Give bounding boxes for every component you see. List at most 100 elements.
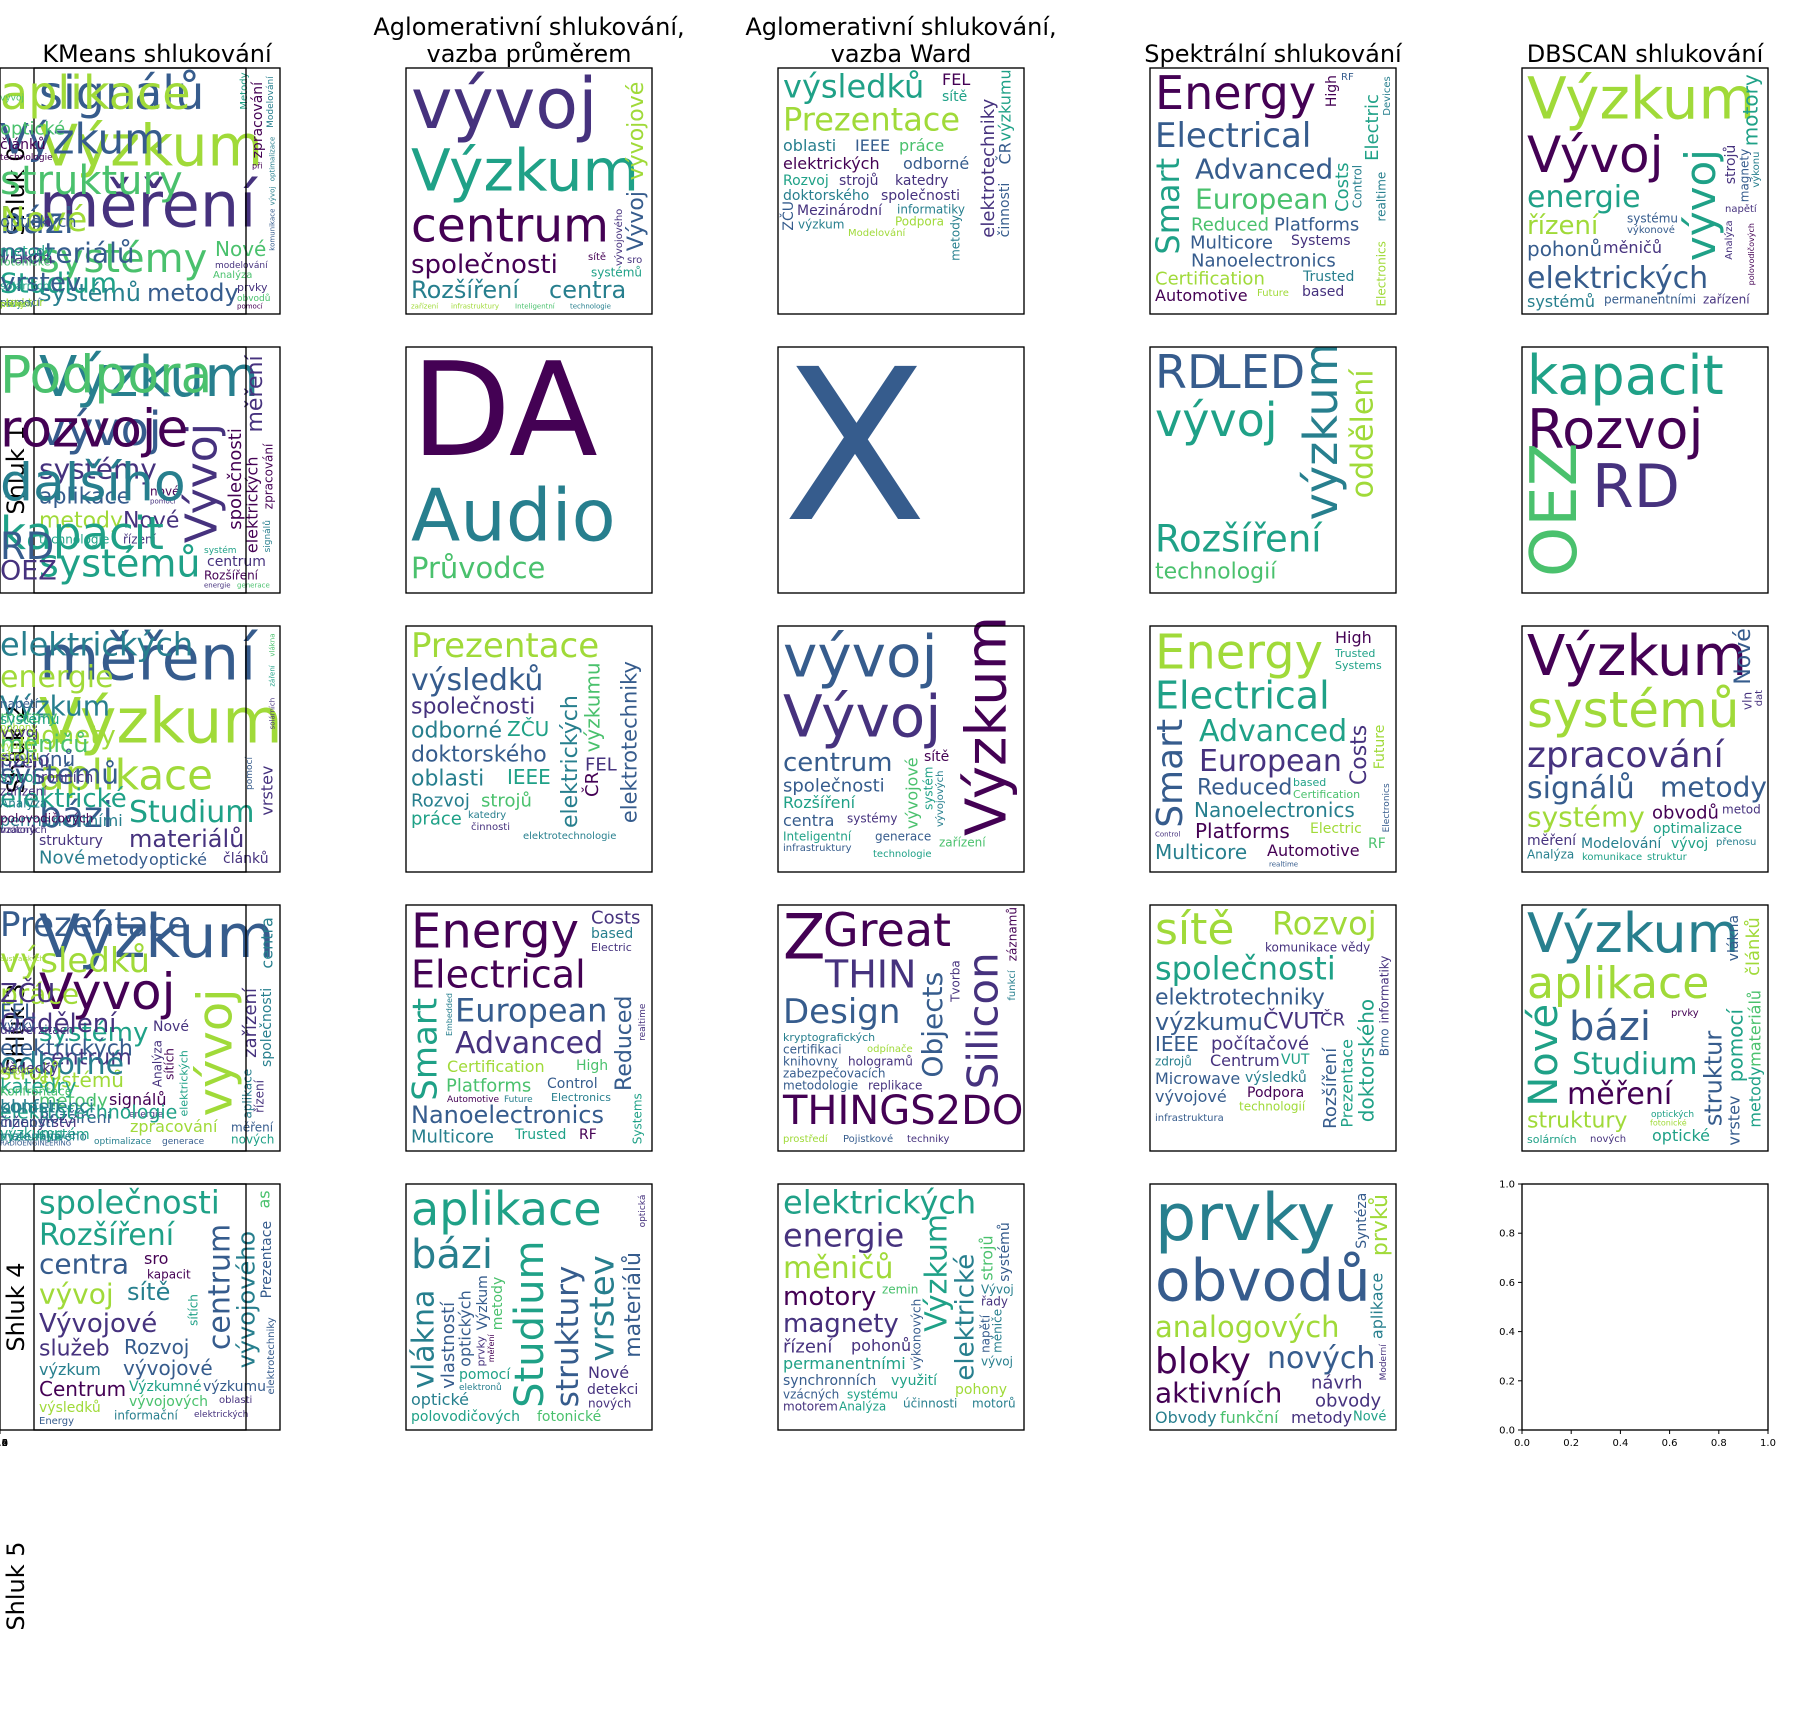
word: certifikaci [783,1043,842,1057]
word: Studium [0,266,117,299]
word: měničů [783,1251,894,1286]
word: odborné [903,154,969,173]
word: systém [204,545,237,556]
word: výzkumu [995,69,1014,141]
word: Microwave [1155,1069,1240,1088]
word: Modelování [1581,836,1662,852]
word: nových [588,1397,631,1411]
word: sítě [942,89,967,105]
word: Výzkum [1527,624,1747,689]
word: energie [204,582,231,590]
word: Analýza [213,269,252,281]
word: elektrotechniky [978,98,999,237]
word: elektrických [783,1184,976,1222]
word: Nové [1521,1004,1567,1107]
word: Inteligentní [783,830,852,844]
word: společnosti [881,188,960,204]
word: energie [129,1110,164,1120]
word: systémů [39,279,141,307]
word: Trusted [514,1127,566,1143]
word: Great [823,903,951,957]
word: článků [0,137,46,153]
word: motorem [783,1400,838,1414]
word: systém [921,767,935,810]
word: Reduced [612,996,637,1091]
word: informatiky [1377,956,1391,1024]
word: solárních [1527,1133,1577,1146]
word: Vývoj [783,682,941,750]
panel-border [405,67,653,315]
word: aplikace [1367,1273,1386,1339]
word: Smart [406,998,446,1101]
word: Prezentace [1337,1039,1356,1128]
word: systémů [0,758,119,791]
word: Výzkum [475,1275,491,1330]
word: prvky [237,281,268,294]
word: metody [1291,1408,1352,1427]
word: měření [0,300,32,310]
word: Výzkum [39,114,263,180]
word: vývojového [613,209,625,266]
word: metody [1745,1066,1764,1127]
word: Trusted [1334,647,1375,660]
word: přenosu [1716,836,1756,848]
word: detekci [587,1382,638,1398]
word: Z [783,901,825,974]
word: metodologie [783,1079,858,1093]
word: vývoj [268,187,276,206]
word: ZČU [0,977,55,1009]
word: Electrical [1155,673,1330,717]
word: zařízení [240,987,261,1058]
word: oblasti [411,767,484,792]
word: aplikace [240,1069,254,1119]
word: materiálového [0,1130,87,1144]
word: sítích [162,1048,176,1080]
word: Systems [1291,233,1351,249]
word: realtime [1374,172,1388,222]
word: strojů [977,1235,996,1280]
word: Electric [1362,94,1383,161]
word: Vývoj [176,423,227,543]
word: centra [257,917,276,968]
word: High [1324,75,1340,107]
word: OEZ [1518,442,1592,577]
word: obvodů [1652,802,1719,823]
panel-border [1149,625,1397,873]
word: při [252,161,263,170]
word: práce [411,808,462,829]
word: sro [627,255,642,266]
word: knihovny [783,1055,838,1069]
word: prvků [1368,1194,1393,1256]
word: Modelování [848,227,907,239]
word: solárních [0,279,50,292]
word: Rozšíření [1320,1047,1341,1129]
word: ČVUT [1263,1009,1324,1035]
panel-border [1521,346,1769,594]
word: hologramů [848,1055,913,1069]
word: vývoj [187,988,243,1116]
word: modelování [215,261,268,271]
panel-r0-c5: aplikaceVýzkumstrukturybáziNovémateriálů… [0,66,247,315]
word: řízení [0,751,50,772]
word: měření [1527,833,1577,849]
word: Mezinárodní [797,203,883,219]
word: zpracování [250,81,266,159]
word: elektronů [459,1382,502,1393]
word: vlákna [268,633,276,656]
panel-border [1521,904,1769,1152]
word: RF [1368,836,1386,852]
word: výzkumu [203,1379,266,1395]
word: motory [1739,74,1763,146]
word: elektrotechnologie [0,1102,177,1124]
word: prvky [475,1336,488,1367]
word: vývoj [411,63,598,145]
word: systémů [591,266,642,280]
word: Nové [1731,628,1756,684]
word: vývojového [233,1231,261,1369]
